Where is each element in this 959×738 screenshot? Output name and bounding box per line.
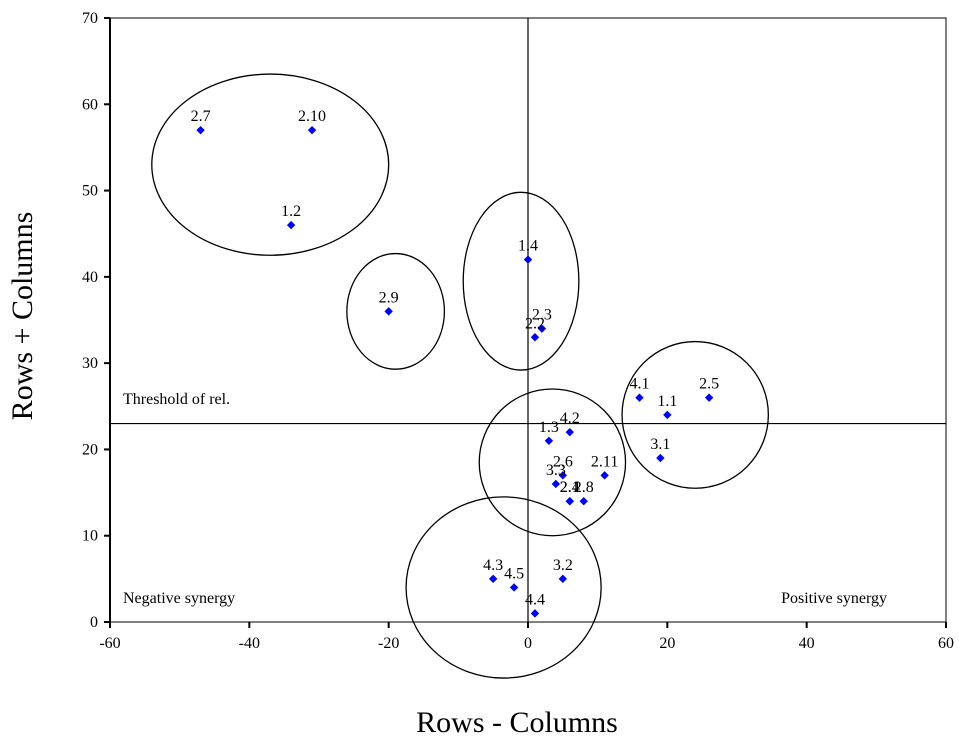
cluster-ellipse [405,496,602,679]
data-point [307,125,317,135]
point-label: 4.3 [483,557,503,574]
point-label: 2.1 [560,479,580,496]
point-label: 4.5 [504,565,524,582]
x-tick-label: -20 [378,635,399,652]
point-label: 2.11 [591,453,618,470]
axes: -60 -40 -20 0 20 40 60 0 10 20 30 40 50 60 70 [82,10,954,652]
point-label: 2.8 [574,479,594,496]
x-tick-label: -60 [99,635,120,652]
point-label: 2.10 [298,108,326,125]
data-point [600,471,609,480]
point-label: 1.4 [518,238,538,255]
point-label: 1.1 [657,393,677,410]
point-label: 3.1 [650,436,670,453]
point-label: 2.5 [699,376,719,393]
y-axis-title: Rows + Columns [6,212,39,421]
data-point [286,220,296,230]
point-label: 4.1 [629,376,649,393]
data-point [579,497,588,506]
data-point [704,393,714,402]
x-tick-label: 40 [799,635,815,652]
y-tick-label: 30 [82,355,98,372]
point-label: 1.2 [281,203,301,220]
cluster-ellipse [462,191,580,371]
point-label: 3.2 [553,557,573,574]
point-label: 3.3 [546,462,566,479]
point-label: 2.4 [560,479,580,496]
y-tick-label: 40 [82,269,98,286]
x-tick-label: -40 [239,635,260,652]
data-point [558,574,568,584]
cluster-ellipse [621,340,769,489]
point-label: 2.3 [532,307,552,324]
data-point [635,393,644,402]
point-label: 2.9 [379,289,399,306]
x-axis-title: Rows - Columns [416,706,618,738]
data-points: 2.7 2.10 1.2 2.9 1.4 2.32.2 4.1 1.1 2.5 3.1 1.34.2… [191,108,719,618]
data-point [565,427,574,437]
x-tick-label: 60 [938,635,954,652]
y-tick-label: 50 [82,183,98,200]
point-label: 1.3 [539,419,559,436]
y-tick-label: 20 [82,441,98,458]
data-point [530,609,540,618]
data-point [537,324,547,333]
point-label: 2.7 [191,108,211,125]
y-tick-label: 60 [82,96,98,113]
threshold-label: Threshold of rel. [123,391,230,408]
data-point [530,333,540,342]
point-label: 4.4 [525,591,545,608]
data-point [565,497,574,506]
cluster-ellipses [151,73,769,679]
data-point [384,307,393,316]
point-label: 2.6 [553,453,573,470]
x-tick-label: 20 [659,635,675,652]
annotation-negative-synergy: Negative synergy [123,590,235,607]
y-tick-label: 10 [82,528,98,545]
y-tick-label: 70 [82,10,98,27]
cluster-ellipse [478,388,627,537]
cluster-ellipse [346,252,446,370]
y-tick-label: 0 [90,614,98,631]
data-point [196,125,205,135]
data-point [509,583,519,592]
annotation-positive-synergy: Positive synergy [781,590,887,607]
data-point [551,479,561,489]
point-label: 2.2 [525,315,545,332]
data-point [544,436,554,445]
point-label: 4.2 [560,410,580,427]
data-point [523,255,533,264]
data-point [488,574,498,584]
cluster-ellipse [151,73,390,256]
data-point [663,410,672,420]
data-point [656,453,665,463]
data-point [558,471,568,480]
x-tick-label: 0 [524,635,532,652]
